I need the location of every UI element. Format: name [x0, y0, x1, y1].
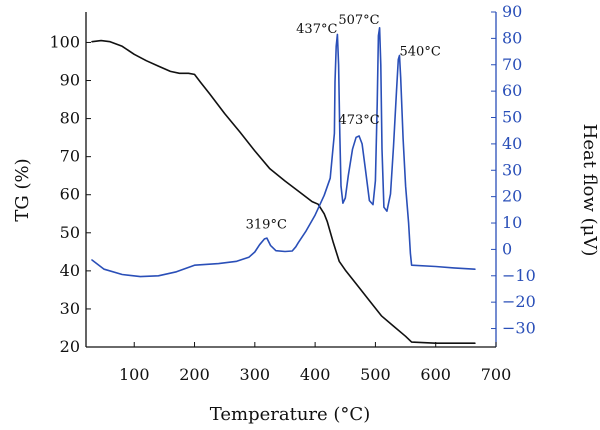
left-tick-label: 90 [60, 71, 80, 90]
series-layer [91, 26, 476, 345]
x-tick-label: 700 [481, 365, 512, 384]
right-tick-label: 10 [502, 213, 522, 232]
plot-frame [85, 12, 497, 348]
left-tick-label: 50 [60, 223, 80, 242]
left-tick-label: 70 [60, 147, 80, 166]
right-tick-label: −20 [502, 292, 536, 311]
right-tick-label: 20 [502, 187, 522, 206]
left-tick-label: 60 [60, 185, 80, 204]
right-tick-label: 90 [502, 2, 522, 21]
x-tick-label: 200 [179, 365, 210, 384]
peak-label: 507°C [338, 13, 379, 28]
right-tick-label: 40 [502, 134, 522, 153]
x-tick-label: 600 [420, 365, 451, 384]
x-tick-label: 100 [119, 365, 150, 384]
right-axis-title: Heat flow (μV) [579, 124, 600, 257]
x-axis-ticks: 100 200 300 400 500 600 700 [119, 342, 511, 384]
left-tick-label: 100 [49, 32, 80, 51]
tg-series-line [91, 39, 476, 345]
peak-label: 540°C [400, 45, 441, 60]
peak-label: 437°C [296, 22, 337, 37]
x-tick-label: 500 [360, 365, 391, 384]
right-tick-label: −10 [502, 266, 536, 285]
left-axis-title: TG (%) [12, 158, 33, 221]
annotation-layer: 319°C 437°C 473°C 507°C 540°C [246, 13, 441, 232]
right-tick-label: 0 [502, 239, 512, 258]
x-tick-label: 300 [240, 365, 271, 384]
right-tick-label: 60 [502, 81, 522, 100]
right-tick-label: 70 [502, 55, 522, 74]
left-tick-label: 80 [60, 109, 80, 128]
peak-label: 473°C [338, 113, 379, 128]
peak-label: 319°C [246, 217, 287, 232]
heat-flow-series-line [91, 26, 476, 278]
right-tick-label: 80 [502, 28, 522, 47]
right-tick-label: 30 [502, 160, 522, 179]
left-tick-label: 40 [60, 261, 80, 280]
right-tick-label: 50 [502, 108, 522, 127]
x-tick-label: 400 [300, 365, 331, 384]
right-tick-label: −30 [502, 319, 536, 338]
right-axis-ticks: −30 −20 −10 0 10 20 30 40 50 60 70 80 90 [491, 2, 536, 338]
left-axis-ticks: 20 30 40 50 60 70 80 90 100 [49, 32, 91, 356]
left-tick-label: 20 [60, 337, 80, 356]
left-tick-label: 30 [60, 299, 80, 318]
x-axis-title: Temperature (°C) [210, 404, 370, 425]
